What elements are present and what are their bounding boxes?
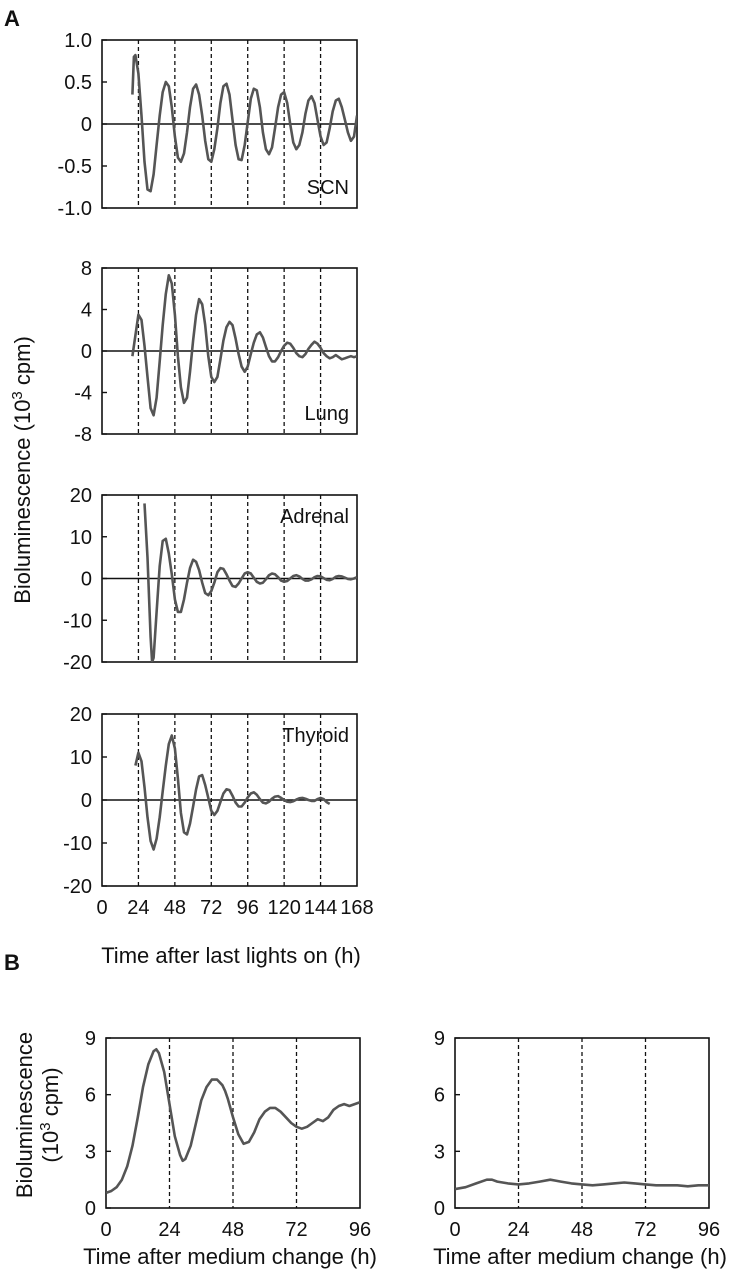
y-tick-label-lung-1: 4 <box>81 300 92 322</box>
plots-layer: 1.0 0.5 0 -0.5 -1.0 SCN 8 4 0 -4 -8 Lung 20 10 0 -10 -20… <box>58 30 721 1241</box>
y-tick-label-adrenal-0: 20 <box>70 485 92 507</box>
y-tick-label-b-left-2: 3 <box>85 1141 96 1163</box>
y-tick-label-adrenal-2: 0 <box>81 569 92 591</box>
x-tick-label-b-right-2: 48 <box>571 1219 593 1241</box>
y-tick-label-b-right-0: 9 <box>434 1028 445 1050</box>
y-tick-label-thyroid-2: 0 <box>81 790 92 812</box>
x-tick-label-b-right-0: 0 <box>449 1219 460 1241</box>
series-line-adrenal-0 <box>143 503 357 662</box>
y-tick-label-lung-3: -4 <box>74 383 92 405</box>
y-tick-label-scn-2: 0 <box>81 114 92 136</box>
y-tick-label-scn-3: -0.5 <box>58 156 92 178</box>
panel-b-y-axis-title-line2: (103 cpm) <box>37 1067 63 1162</box>
x-tick-label-thyroid-2: 48 <box>164 897 186 919</box>
y-tick-label-adrenal-4: -20 <box>63 652 92 674</box>
plot-frame-b-left <box>105 1037 361 1209</box>
panel-b-y-axis-title-line2-pre: (10 <box>38 1131 63 1163</box>
panel-b-y-axis-title-line2-sup: 3 <box>37 1122 54 1130</box>
y-tick-label-adrenal-3: -10 <box>63 610 92 632</box>
x-tick-label-thyroid-1: 24 <box>127 897 149 919</box>
series-line-b-right-0 <box>455 1178 709 1191</box>
y-tick-label-b-left-3: 0 <box>85 1198 96 1220</box>
y-tick-label-scn-0: 1.0 <box>64 30 92 52</box>
series-line-lung-0 <box>131 274 357 417</box>
y-tick-label-thyroid-1: 10 <box>70 747 92 769</box>
y-tick-label-b-right-1: 6 <box>434 1085 445 1107</box>
y-tick-label-b-left-0: 9 <box>85 1028 96 1050</box>
x-tick-label-thyroid-5: 120 <box>267 897 300 919</box>
panel-a-y-axis-title: Bioluminescence (103 cpm) <box>9 336 35 604</box>
y-tick-label-b-right-2: 3 <box>434 1141 445 1163</box>
x-tick-label-b-right-3: 72 <box>634 1219 656 1241</box>
y-tick-label-thyroid-0: 20 <box>70 704 92 726</box>
plot-frame-b-right <box>454 1037 710 1209</box>
series-line-scn-0 <box>131 53 357 193</box>
panel-a-label: A <box>4 6 20 31</box>
y-tick-label-scn-4: -1.0 <box>58 198 92 220</box>
panel-b-y-axis-title-line2-tail: cpm) <box>38 1067 63 1122</box>
panel-b-y-axis-title-line1: Bioluminescence <box>12 1032 37 1198</box>
chart-scn: 1.0 0.5 0 -0.5 -1.0 SCN <box>58 30 358 220</box>
panel-b-right-x-axis-title: Time after medium change (h) <box>433 1244 727 1269</box>
series-line-b-left-0 <box>106 1048 360 1195</box>
y-tick-label-b-right-3: 0 <box>434 1198 445 1220</box>
x-tick-label-b-left-4: 96 <box>349 1219 371 1241</box>
plot-label-scn: SCN <box>307 177 349 199</box>
x-tick-label-b-left-2: 48 <box>222 1219 244 1241</box>
y-tick-label-adrenal-1: 10 <box>70 527 92 549</box>
y-tick-label-thyroid-4: -20 <box>63 876 92 898</box>
y-tick-label-scn-1: 0.5 <box>64 72 92 94</box>
panel-b-left-x-axis-title: Time after medium change (h) <box>83 1244 377 1269</box>
x-tick-label-b-left-0: 0 <box>100 1219 111 1241</box>
x-tick-label-b-right-4: 96 <box>698 1219 720 1241</box>
y-tick-label-lung-2: 0 <box>81 341 92 363</box>
y-tick-label-thyroid-3: -10 <box>63 833 92 855</box>
panel-a-y-axis-title-tail: cpm) <box>10 336 35 391</box>
panel-a-y-axis-title-main: Bioluminescence (10 <box>10 400 35 604</box>
x-tick-label-thyroid-7: 168 <box>340 897 373 919</box>
y-tick-label-lung-4: -8 <box>74 424 92 446</box>
panel-b-label: B <box>4 950 20 975</box>
series-line-thyroid-0 <box>134 734 331 851</box>
x-tick-label-thyroid-4: 96 <box>237 897 259 919</box>
chart-lung: 8 4 0 -4 -8 Lung <box>74 258 358 446</box>
x-tick-label-thyroid-0: 0 <box>96 897 107 919</box>
x-tick-label-thyroid-6: 144 <box>304 897 337 919</box>
x-tick-label-b-left-3: 72 <box>285 1219 307 1241</box>
x-tick-label-thyroid-3: 72 <box>200 897 222 919</box>
panel-a-x-axis-title: Time after last lights on (h) <box>101 943 361 968</box>
chart-adrenal: 20 10 0 -10 -20 Adrenal <box>63 485 358 674</box>
x-tick-label-b-right-1: 24 <box>507 1219 529 1241</box>
x-tick-label-b-left-1: 24 <box>158 1219 180 1241</box>
y-tick-label-lung-0: 8 <box>81 258 92 280</box>
plot-label-thyroid: Thyroid <box>282 725 349 747</box>
panel-a-y-axis-title-sup: 3 <box>9 391 26 399</box>
y-tick-label-b-left-1: 6 <box>85 1085 96 1107</box>
plot-label-lung: Lung <box>305 403 350 425</box>
plot-label-adrenal: Adrenal <box>280 506 349 528</box>
